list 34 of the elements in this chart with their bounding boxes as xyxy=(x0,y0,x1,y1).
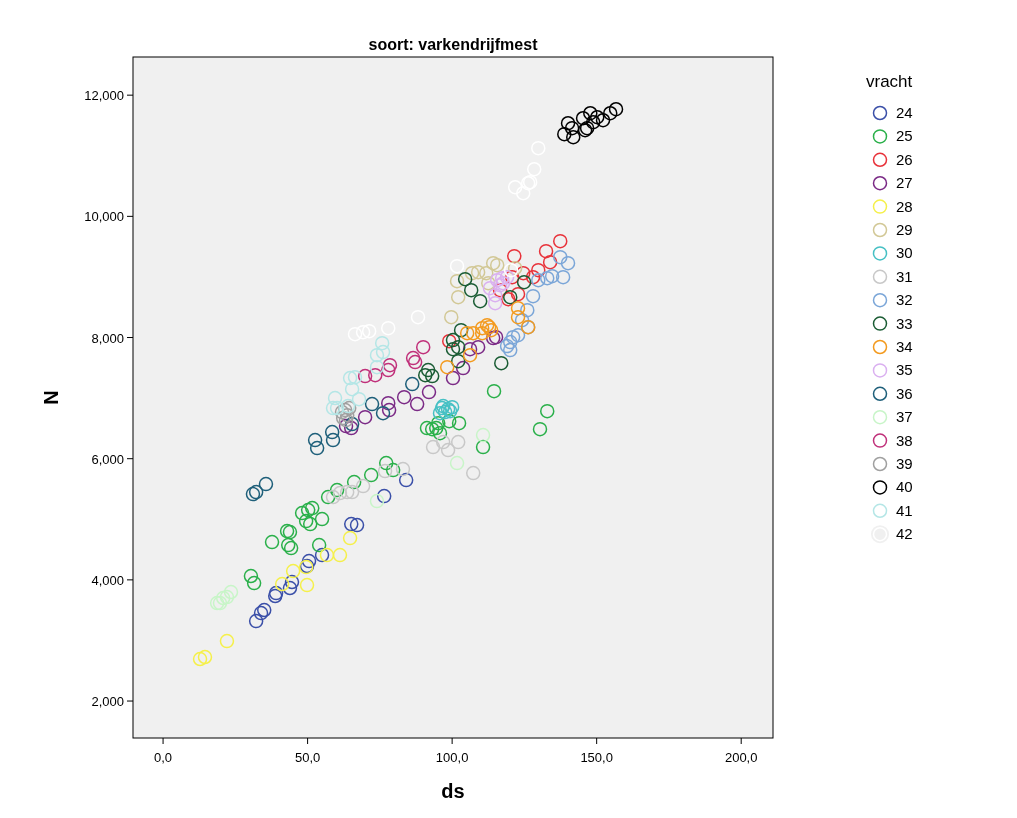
legend-label: 40 xyxy=(896,478,913,496)
legend-label: 31 xyxy=(896,267,913,285)
y-tick-label: 6,000 xyxy=(91,451,124,467)
legend-label: 35 xyxy=(896,361,913,379)
legend-label: 24 xyxy=(896,104,913,121)
legend-label: 28 xyxy=(896,197,913,215)
x-tick-label: 0,0 xyxy=(154,750,173,765)
legend-label: 37 xyxy=(896,408,913,426)
legend-label: 41 xyxy=(896,501,913,519)
y-axis-title: N xyxy=(40,390,62,405)
y-tick-label: 2,000 xyxy=(91,694,124,710)
legend-label: 29 xyxy=(896,221,913,238)
x-tick-label: 100,0 xyxy=(435,750,469,765)
legend-label: 32 xyxy=(896,291,913,309)
legend-label: 38 xyxy=(896,431,913,449)
legend-label: 25 xyxy=(896,127,913,145)
y-tick-label: 10,000 xyxy=(84,209,124,225)
x-tick-label: 50,0 xyxy=(294,750,321,765)
legend-title: vracht xyxy=(866,72,913,91)
y-tick-label: 8,000 xyxy=(91,330,124,346)
legend-label: 33 xyxy=(896,314,913,332)
y-tick-label: 4,000 xyxy=(91,572,124,588)
legend-label: 26 xyxy=(896,150,913,168)
x-axis-title: ds xyxy=(441,780,465,802)
x-tick-label: 150,0 xyxy=(580,750,613,765)
y-tick-label: 12,000 xyxy=(84,88,124,104)
legend-label: 36 xyxy=(896,384,913,402)
legend-label: 30 xyxy=(896,244,913,262)
legend-label: 42 xyxy=(896,525,913,543)
legend-label: 34 xyxy=(896,338,913,355)
legend-label: 39 xyxy=(896,455,913,472)
legend-label: 27 xyxy=(896,174,913,192)
chart-title: soort: varkendrijfmest xyxy=(368,36,539,53)
x-tick-label: 200,0 xyxy=(724,750,758,765)
